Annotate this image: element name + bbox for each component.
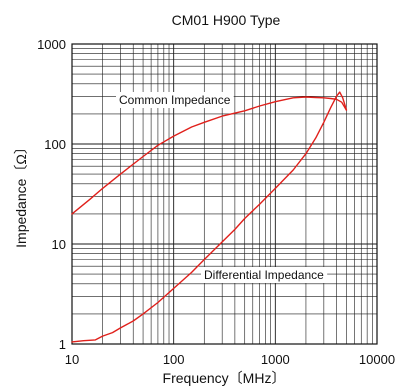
x-tick-label: 10 xyxy=(65,352,79,367)
x-tick-labels: 10 100 1000 10000 xyxy=(65,352,395,367)
y-tick-labels: 1 10 100 1000 xyxy=(37,37,66,352)
y-tick-label: 1000 xyxy=(37,37,66,52)
x-axis-label: Frequency〔MHz〕 xyxy=(163,370,286,386)
y-axis-label: Impedance〔Ω〕 xyxy=(13,140,29,248)
differential-impedance-label-bg xyxy=(201,267,328,283)
y-tick-label: 10 xyxy=(52,237,66,252)
x-tick-label: 100 xyxy=(163,352,185,367)
common-impedance-label-bg xyxy=(116,92,234,108)
chart-title: CM01 H900 Type xyxy=(172,12,281,28)
common-impedance-line xyxy=(71,96,348,215)
plot-frame xyxy=(71,43,378,345)
series-group xyxy=(71,91,348,343)
x-tick-label: 1000 xyxy=(261,352,290,367)
annotations: Common Impedance Differential Impedance xyxy=(116,92,328,283)
grid xyxy=(71,44,377,345)
differential-impedance-line xyxy=(71,91,348,343)
y-tick-label: 1 xyxy=(59,337,66,352)
common-impedance-label: Common Impedance xyxy=(119,93,231,107)
differential-impedance-label: Differential Impedance xyxy=(204,268,324,282)
y-tick-label: 100 xyxy=(44,137,66,152)
x-tick-label: 10000 xyxy=(359,352,395,367)
